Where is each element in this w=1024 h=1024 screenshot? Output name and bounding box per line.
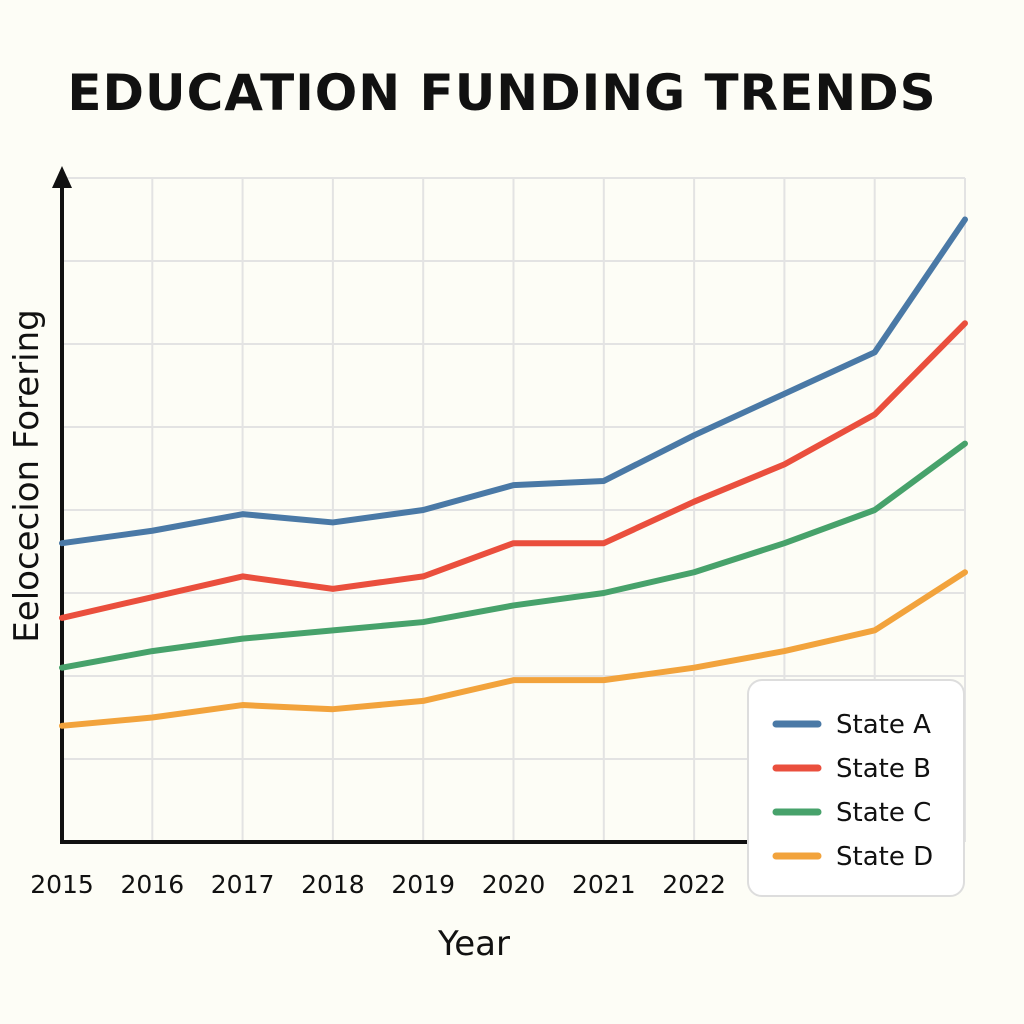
- x-axis-title: Year: [437, 924, 510, 964]
- series-line-1: [59, 216, 968, 547]
- chart-title: EDUCATION FUNDING TRENDS: [67, 64, 937, 122]
- x-tick-label: 2020: [482, 870, 546, 899]
- x-tick-label: 2016: [120, 870, 184, 899]
- y-axis-arrow: [52, 166, 72, 188]
- legend-label: State A: [836, 710, 931, 740]
- x-tick-label: 2015: [30, 870, 94, 899]
- legend: State A State B State C State D: [747, 679, 965, 897]
- axes: [52, 166, 760, 844]
- legend-items: State A State B State C State D: [772, 710, 933, 872]
- series-line-2: [59, 320, 968, 621]
- x-tick-label: 2022: [662, 870, 726, 899]
- legend-box: [747, 679, 965, 897]
- legend-label: State B: [836, 754, 931, 784]
- series-line-4: [59, 569, 968, 729]
- legend-label: State C: [836, 798, 931, 828]
- x-tick-label: 2018: [301, 870, 365, 899]
- y-axis-title: Eelocecion Forering: [7, 309, 47, 642]
- x-tick-label: 2019: [391, 870, 455, 899]
- x-tick-labels: 201520162017201820192020202120222924: [30, 870, 816, 899]
- series-line-3: [59, 440, 968, 671]
- x-tick-label: 2017: [211, 870, 275, 899]
- series-layer: [59, 216, 968, 729]
- legend-label: State D: [836, 842, 933, 872]
- x-tick-label: 2021: [572, 870, 636, 899]
